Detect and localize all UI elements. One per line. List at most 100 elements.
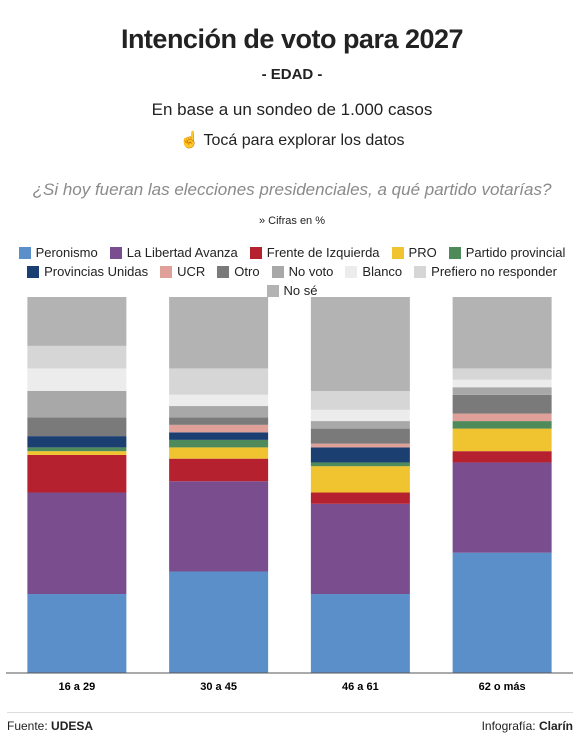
bar-segment (27, 417, 127, 437)
bar-segment (452, 368, 552, 380)
bar-segment (27, 454, 127, 493)
legend-label: PRO (408, 245, 437, 260)
cta-text[interactable]: Tocá para explorar los datos (203, 132, 405, 149)
bar-segment (169, 571, 269, 673)
bar-segment (310, 443, 410, 448)
bar-segment (169, 439, 269, 448)
legend-label: Provincias Unidas (44, 264, 149, 279)
explore-button[interactable]: ☝ Tocá para explorar los datos (0, 130, 584, 150)
legend-label: Prefiero no responder (431, 264, 557, 279)
bar-segment (452, 462, 552, 553)
legend-swatch (27, 265, 40, 278)
bar-segment (27, 297, 127, 346)
legend-label: Blanco (362, 264, 403, 279)
bar-segment (452, 421, 552, 429)
units-note: » Cifras en % (258, 215, 326, 227)
source-name: UDESA (51, 719, 94, 733)
bar-segment (452, 387, 552, 395)
legend-label: No sé (283, 283, 318, 298)
bar-segment (452, 428, 552, 452)
legend-item: Peronismo (18, 243, 98, 262)
bar-segment (169, 424, 269, 433)
legend-item: UCR (160, 262, 205, 281)
legend-label: UCR (177, 264, 206, 279)
x-tick-label: 62 o más (479, 681, 526, 693)
bar-segment (169, 406, 269, 418)
hand-icon: ☝ (179, 132, 200, 149)
bar-segment (169, 432, 269, 440)
legend-item: Partido provincial (448, 243, 566, 262)
x-tick-label: 30 a 45 (200, 681, 237, 693)
x-tick-label: 46 a 61 (342, 681, 379, 693)
source: Fuente: UDESA (7, 719, 93, 733)
bar-segment (310, 462, 410, 467)
legend-label: La Libertad Avanza (126, 245, 238, 260)
legend-item: La Libertad Avanza (109, 243, 238, 262)
bar-segment (310, 447, 410, 463)
credit-name: Clarín (538, 719, 573, 733)
legend-swatch (249, 246, 262, 259)
legend-swatch (414, 265, 427, 278)
legend-label: Otro (234, 264, 260, 279)
bar-segment (27, 345, 127, 369)
legend-swatch (217, 265, 230, 278)
legend-item: Provincias Unidas (27, 262, 148, 281)
legend-item: No sé (266, 281, 318, 300)
chart: 16 a 29 30 a 45 46 a 61 62 o más (6, 297, 573, 693)
bar-segment (452, 379, 552, 388)
bar-segment (452, 552, 552, 673)
legend-swatch (391, 246, 404, 259)
legend-swatch (18, 246, 31, 259)
bar-segment (27, 447, 127, 452)
legend-item: No voto (271, 262, 334, 281)
bar-segment (169, 481, 269, 572)
bar-segment (452, 297, 552, 369)
bar-segment (310, 297, 410, 391)
bar-segment (169, 297, 269, 369)
bar-segment (169, 417, 269, 425)
legend-label: No voto (288, 264, 334, 279)
bar-segment (452, 394, 552, 414)
bar-segment (310, 594, 410, 673)
legend-label: Frente de Izquierda (266, 245, 380, 260)
legend-item: Prefiero no responder (414, 262, 557, 281)
bar-segment (169, 394, 269, 407)
bar-segment (169, 458, 269, 482)
bar-segment (310, 503, 410, 595)
legend-item: Blanco (345, 262, 402, 281)
source-label: Fuente: (7, 719, 48, 733)
legend-item: Otro (217, 262, 260, 281)
bar-segment (27, 451, 127, 455)
bar-segment (169, 447, 269, 459)
bar-segment (27, 492, 127, 595)
legend-item: Frente de Izquierda (249, 243, 380, 262)
legend-label: Partido provincial (465, 245, 566, 260)
bar-segment (169, 368, 269, 395)
footer: Fuente: UDESA Infografía: Clarín (7, 712, 573, 733)
x-tick-label: 16 a 29 (59, 681, 96, 693)
legend-swatch (109, 246, 122, 259)
bar-segment (310, 409, 410, 422)
legend: Peronismo La Libertad Avanza Frente de Izq… (8, 243, 576, 300)
legend-swatch (448, 246, 461, 259)
legend-swatch (271, 265, 284, 278)
legend-swatch (160, 265, 173, 278)
bar-segment (310, 428, 410, 444)
legend-swatch (345, 265, 358, 278)
bar-segment (452, 451, 552, 463)
legend-label: Peronismo (35, 245, 98, 260)
title: Intención de voto para 2027 (120, 24, 464, 54)
bar-segment (310, 391, 410, 410)
subtitle: - EDAD - (261, 66, 323, 83)
credit-label: Infografía: (481, 719, 536, 733)
question: ¿Si hoy fueran las elecciones presidenci… (32, 180, 552, 199)
bar-segment (310, 492, 410, 504)
bar-segment (27, 436, 127, 448)
bar-segment (27, 368, 127, 391)
legend-swatch (266, 284, 279, 297)
bar-segment (310, 421, 410, 429)
note: En base a un sondeo de 1.000 casos (151, 100, 433, 119)
legend-item: PRO (391, 243, 437, 262)
bar-segment (452, 413, 552, 422)
bar-segment (27, 391, 127, 418)
